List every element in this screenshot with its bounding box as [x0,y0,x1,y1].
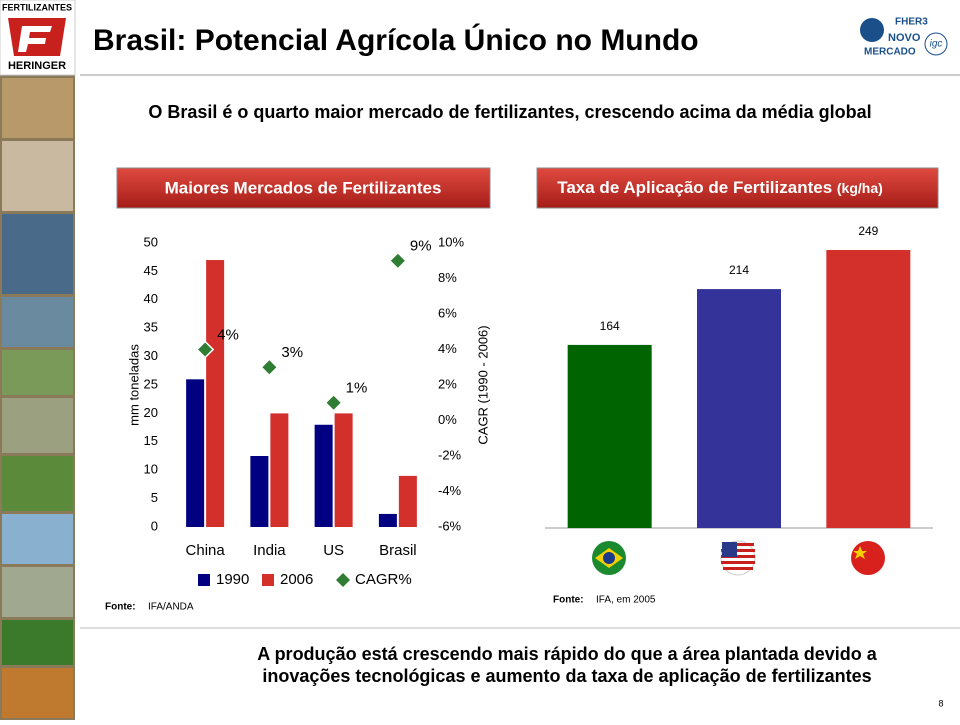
logo-text: HERINGER [8,60,66,72]
y-tick-label: 15 [144,433,158,448]
badge-logo [860,18,884,42]
badge-text: NOVO [888,32,921,44]
cagr-marker [388,251,407,270]
badge-text: FHER3 [895,17,928,28]
conclusion: A produção está crescendo mais rápido do… [257,644,878,664]
source: IFA/ANDA [148,602,194,613]
bar [250,456,269,527]
y2-tick-label: 8% [438,270,457,285]
x-tick-label: US [323,542,344,559]
bar [398,475,417,527]
panel-title: Taxa de Aplicação de Fertilizantes (kg/h… [557,178,883,197]
bar [697,289,781,528]
y-tick-label: 20 [144,405,158,420]
slide-title: Brasil: Potencial Agrícola Único no Mund… [93,23,699,57]
bar [270,413,289,527]
badge-text: MERCADO [864,47,916,58]
y2-tick-label: -4% [438,483,462,498]
legend-marker [198,574,210,586]
y-axis-label: mm toneladas [126,344,141,426]
y-tick-label: 10 [144,462,158,477]
bar [314,424,333,527]
y-tick-label: 45 [144,263,158,278]
panel-header [536,167,939,209]
y2-axis-label: CAGR (1990 - 2006) [475,325,490,444]
bar [186,379,205,527]
bar [567,344,652,528]
legend-marker [262,574,274,586]
y-tick-label: 40 [144,291,158,306]
data-label: 249 [858,224,878,238]
page-number: 8 [938,698,943,708]
y-tick-label: 25 [144,376,158,391]
y-tick-label: 5 [151,490,158,505]
legend-label: 2006 [280,571,313,588]
source-label: Fonte: [553,595,584,606]
photo-strip [0,75,75,720]
bar [378,513,397,527]
logo-mark [8,18,66,56]
data-label: 4% [217,326,239,343]
y2-tick-label: 6% [438,305,457,320]
y-tick-label: 30 [144,348,158,363]
x-tick-label: Brasil [379,542,417,559]
y2-tick-label: 4% [438,341,457,356]
legend-label: 1990 [216,571,249,588]
y-tick-label: 50 [144,234,158,249]
logo-mark [18,26,52,52]
x-tick-label: India [253,542,286,559]
legend-marker [336,573,350,587]
data-label: 214 [729,263,749,277]
data-label: 164 [600,319,620,333]
badge-text: igc [930,39,943,50]
cagr-marker [196,340,215,359]
source-label: Fonte: [105,602,136,613]
logo-text: FERTILIZANTES [2,2,72,12]
bar [334,413,353,527]
bar [826,250,911,528]
y2-tick-label: -2% [438,447,462,462]
flag-usa [720,540,756,576]
conclusion: inovações tecnológicas e aumento da taxa… [262,666,871,686]
y2-tick-label: 10% [438,234,464,249]
cagr-marker [324,393,343,412]
flag-china [851,541,885,575]
badge-logo [924,32,948,56]
x-tick-label: China [186,542,226,559]
source: IFA, em 2005 [596,595,656,606]
y2-tick-label: -6% [438,518,462,533]
bar [206,260,225,527]
data-label: 3% [281,344,303,361]
panel-header [116,167,491,209]
panel-unit: (kg/ha) [837,180,883,196]
legend-label: CAGR% [355,571,412,588]
headline: O Brasil é o quarto maior mercado de fer… [148,102,871,122]
y2-tick-label: 0% [438,412,457,427]
y-tick-label: 35 [144,320,158,335]
panel-title: Taxa de Aplicação de Fertilizantes [557,178,832,197]
y2-tick-label: 2% [438,376,457,391]
panel-title: Maiores Mercados de Fertilizantes [165,178,442,197]
data-label: 9% [410,238,432,255]
flag-brazil [592,541,626,575]
data-label: 1% [346,380,368,397]
cagr-marker [260,358,279,377]
y-tick-label: 0 [151,518,158,533]
